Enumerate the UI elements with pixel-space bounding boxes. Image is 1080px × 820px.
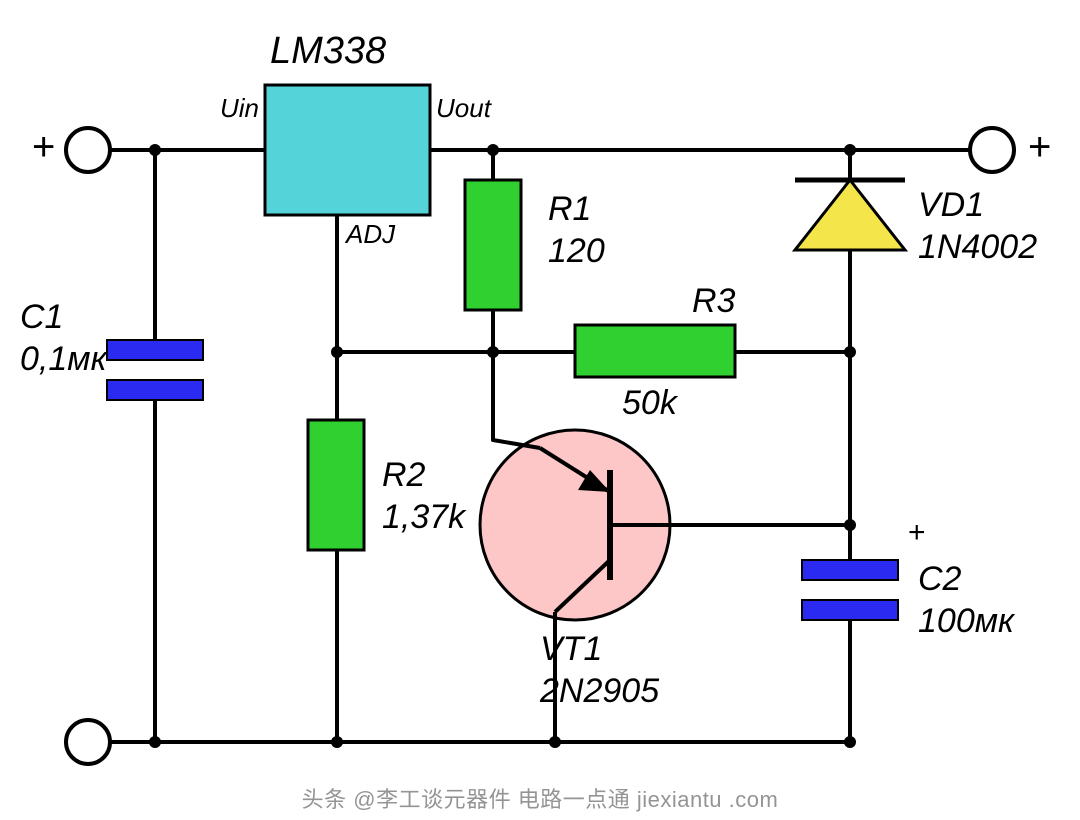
r2-name: R2 (382, 456, 425, 495)
r3-value: 50k (622, 384, 677, 423)
plus-right: + (1028, 124, 1051, 170)
terminal-in-positive (66, 128, 110, 172)
ic-title: LM338 (270, 30, 386, 74)
terminal-out-positive (970, 128, 1014, 172)
vt1-value: 2N2905 (540, 672, 659, 711)
plus-left: + (32, 124, 55, 170)
vt1-name: VT1 (540, 630, 602, 669)
terminal-in-negative (66, 720, 110, 764)
footer-watermark: 头条 @李工谈元器件 电路一点通 jiexiantu .com (0, 782, 1080, 814)
ic-pin-adj: ADJ (346, 220, 395, 250)
resistor-r3 (575, 325, 735, 377)
c2-value: 100мк (918, 602, 1014, 641)
resistor-r2 (308, 420, 364, 550)
r1-name: R1 (548, 190, 591, 229)
c1-name: C1 (20, 298, 63, 337)
vd1-name: VD1 (918, 186, 984, 225)
ic-pin-uout: Uout (436, 94, 491, 124)
c2-name: C2 (918, 560, 961, 599)
c1-value: 0,1мк (20, 340, 107, 379)
resistor-r1 (465, 180, 521, 310)
vd1-value: 1N4002 (918, 228, 1037, 267)
ic-pin-uin: Uin (220, 94, 259, 124)
r1-value: 120 (548, 232, 605, 271)
r2-value: 1,37k (382, 498, 465, 537)
diode-vd1 (795, 180, 905, 250)
capacitor-c2 (802, 560, 898, 620)
capacitor-c1 (107, 340, 203, 400)
c2-plus: + (908, 516, 926, 551)
r3-name: R3 (692, 282, 735, 321)
ic-lm338 (265, 85, 430, 215)
